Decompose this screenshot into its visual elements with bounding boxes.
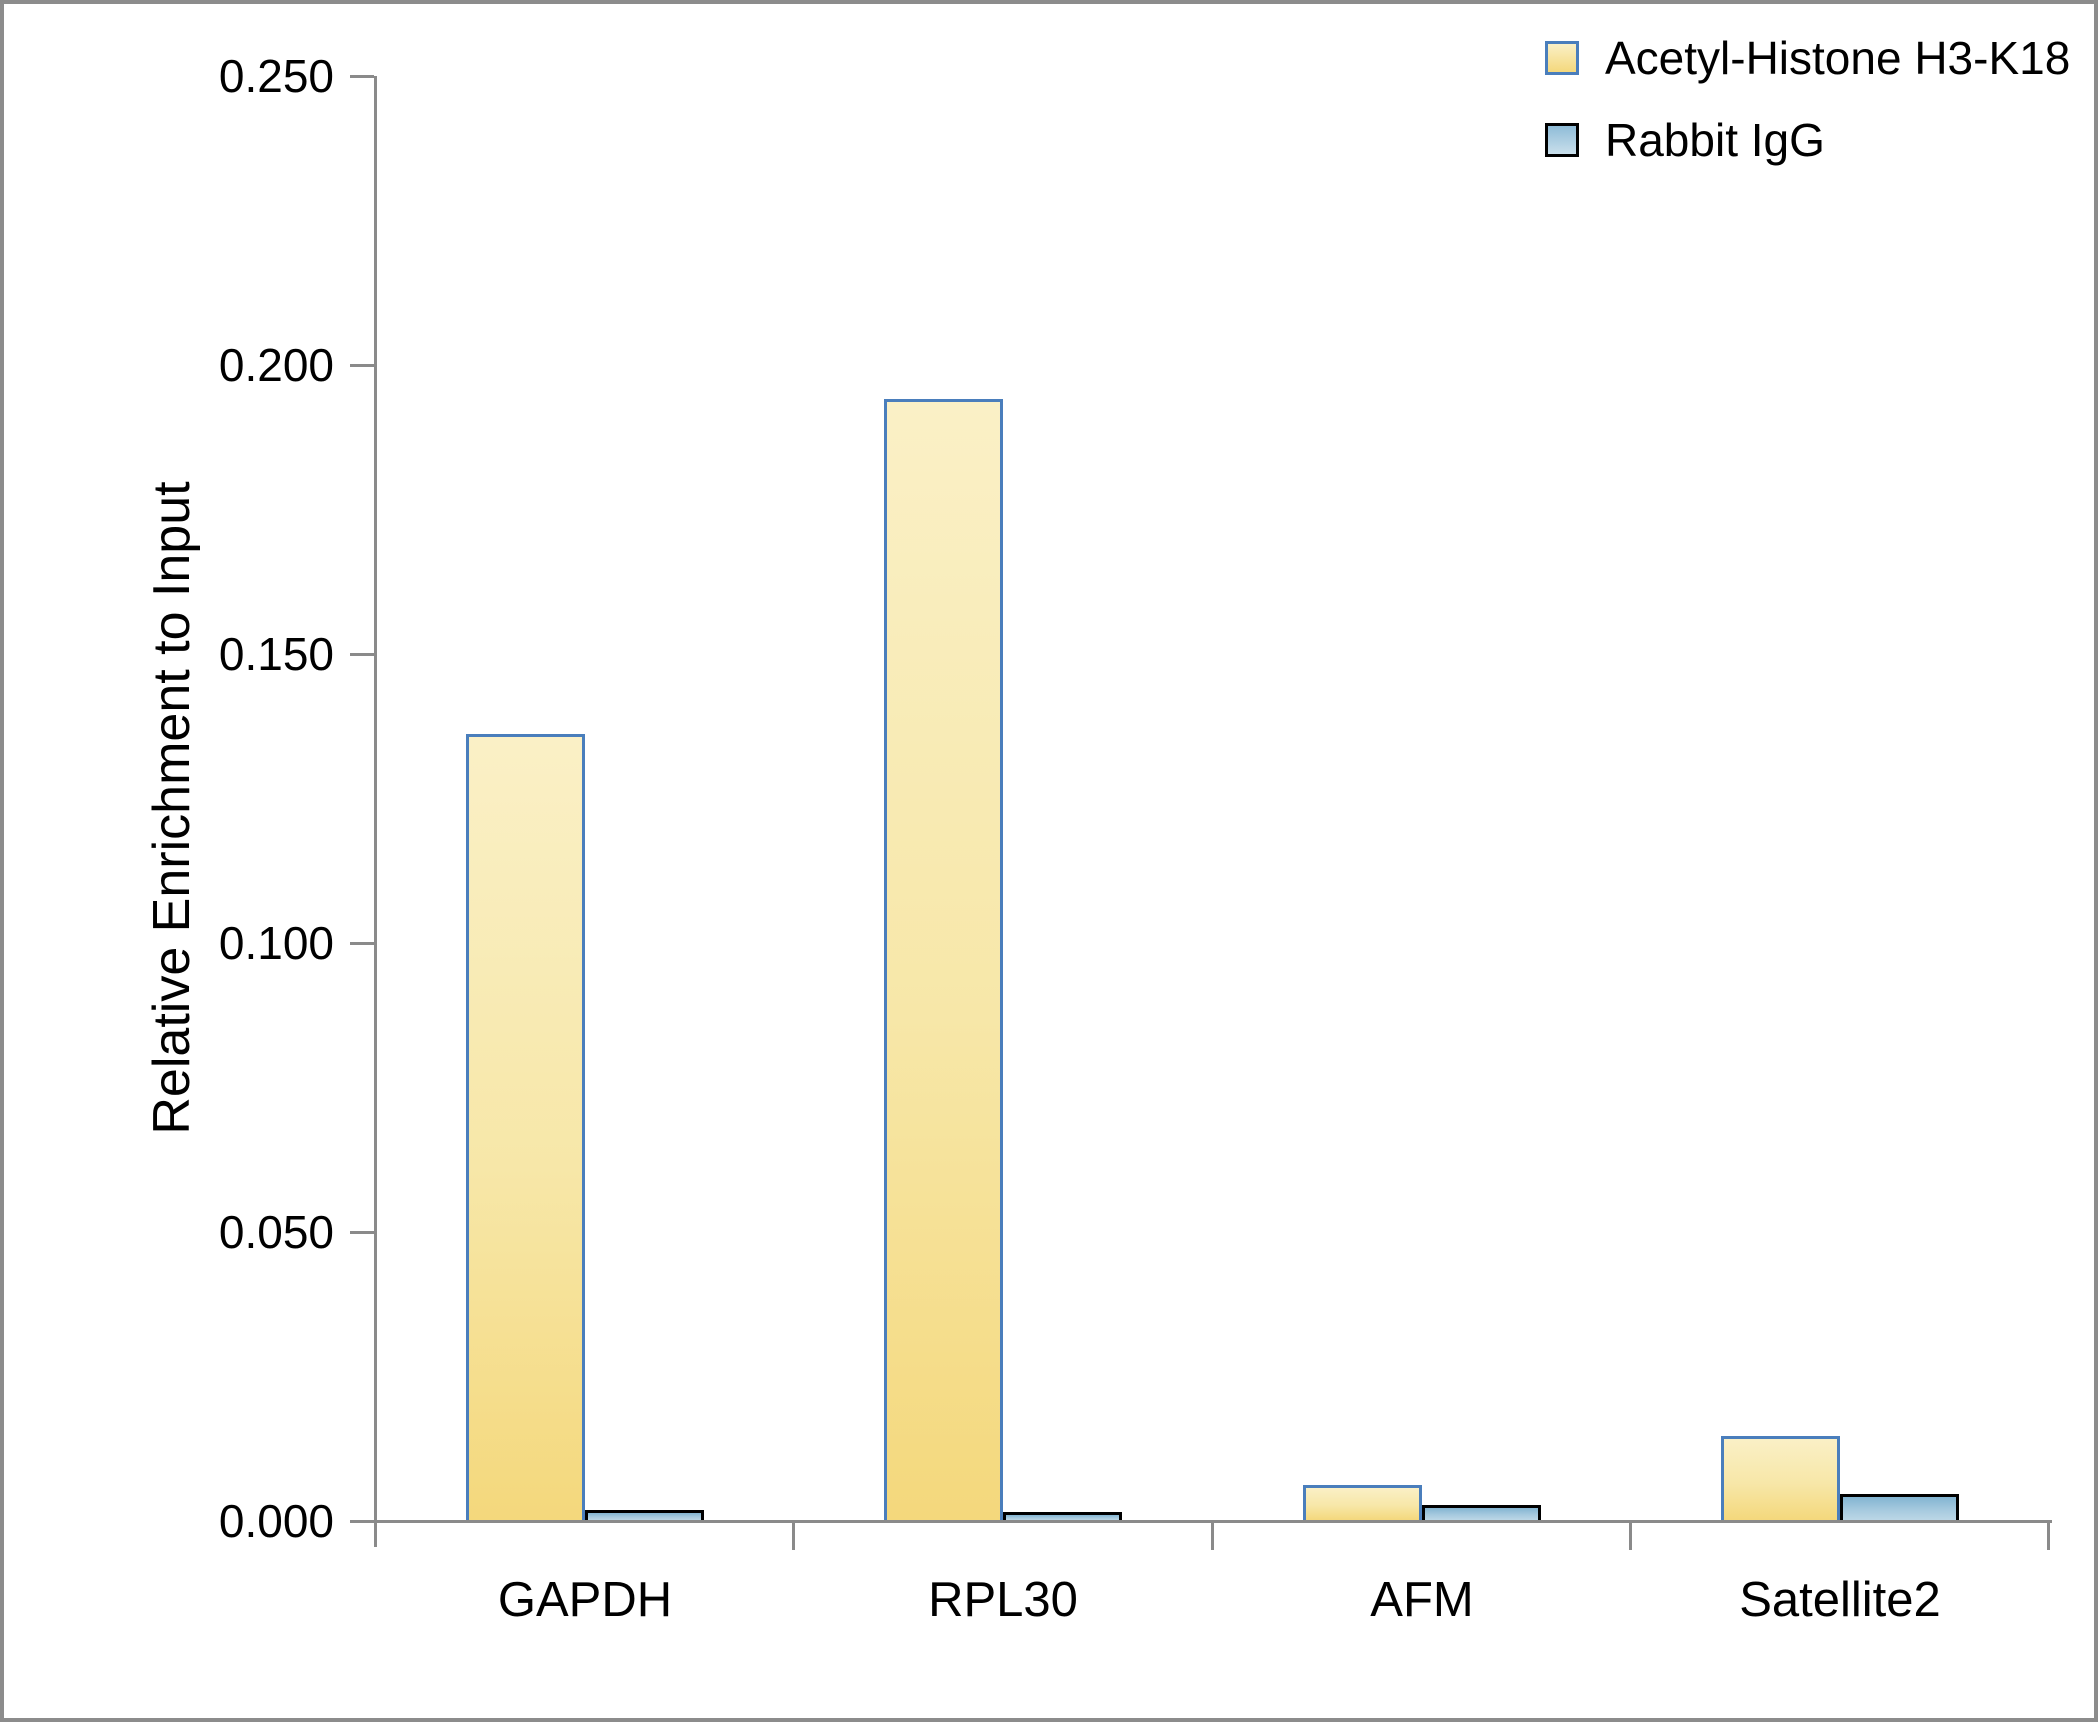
y-tick-mark [350, 1520, 374, 1523]
x-tick-mark [1629, 1523, 1632, 1550]
x-category-label: GAPDH [497, 1573, 673, 1627]
y-tick-label: 0.150 [218, 628, 334, 680]
x-category-label: RPL30 [928, 1573, 1078, 1627]
y-tick-label: 0.000 [218, 1495, 334, 1547]
x-tick-mark [2047, 1523, 2050, 1550]
plot-area: 0.250 0.200 0.150 0.100 0.050 0.000 GAPDH RPL30… [4, 4, 2094, 1718]
x-tick-mark [1211, 1523, 1214, 1550]
y-tick-label: 0.050 [218, 1206, 334, 1258]
y-tick-label: 0.100 [218, 917, 334, 969]
y-tick-mark [350, 653, 374, 656]
legend-item-acetyl-histone-h3-k18: Acetyl-Histone H3-K18 [1545, 32, 2071, 84]
legend: Acetyl-Histone H3-K18 Rabbit IgG [1545, 32, 2071, 202]
x-axis-line [374, 1520, 2052, 1523]
y-tick-mark [350, 75, 374, 78]
bar-satellite2-acetyl-histone-h3-k18 [1721, 1436, 1840, 1520]
bar-rpl30-rabbit-igg [1003, 1512, 1122, 1520]
bar-gapdh-rabbit-igg [585, 1510, 704, 1520]
y-tick-mark [350, 1231, 374, 1234]
y-tick-mark [350, 364, 374, 367]
legend-swatch-icon [1545, 41, 1579, 75]
legend-label: Rabbit IgG [1605, 114, 1825, 166]
legend-label: Acetyl-Histone H3-K18 [1605, 32, 2071, 84]
bar-afm-acetyl-histone-h3-k18 [1303, 1485, 1422, 1520]
bar-afm-rabbit-igg [1422, 1505, 1541, 1520]
x-tick-mark [792, 1523, 795, 1550]
bar-rpl30-acetyl-histone-h3-k18 [884, 399, 1003, 1520]
y-tick-mark [350, 942, 374, 945]
y-axis-line [374, 76, 377, 1547]
bar-gapdh-acetyl-histone-h3-k18 [466, 734, 585, 1520]
bar-satellite2-rabbit-igg [1840, 1494, 1959, 1520]
x-category-label: AFM [1370, 1573, 1474, 1627]
y-tick-label: 0.250 [218, 50, 334, 102]
legend-swatch-icon [1545, 123, 1579, 157]
legend-item-rabbit-igg: Rabbit IgG [1545, 114, 2070, 166]
y-tick-label: 0.200 [218, 339, 334, 391]
x-category-label: Satellite2 [1739, 1573, 1941, 1627]
